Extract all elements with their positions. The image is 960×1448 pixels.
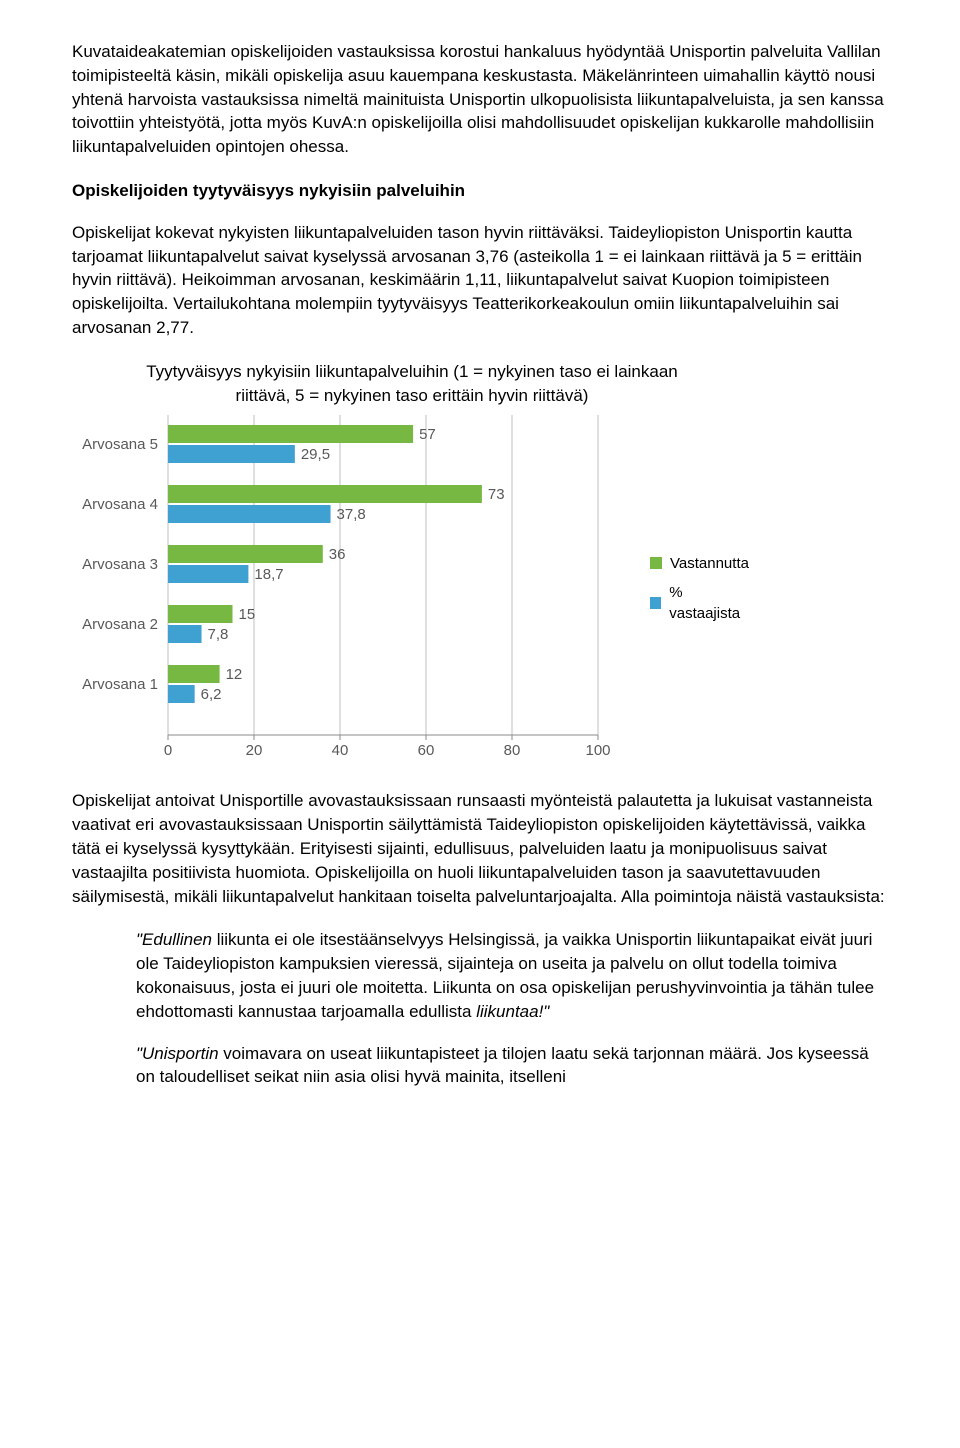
svg-text:40: 40 bbox=[332, 742, 349, 759]
svg-text:57: 57 bbox=[419, 426, 436, 443]
quote-2: "Unisportin voimavara on useat liikuntap… bbox=[136, 1042, 888, 1090]
svg-text:18,7: 18,7 bbox=[254, 566, 283, 583]
satisfaction-chart: Tyytyväisyys nykyisiin liikuntapalveluih… bbox=[72, 360, 752, 762]
chart-plot: 0 20 40 60 80 100 Arvosana 5 57 29,5 Arvosana 4 73… bbox=[72, 415, 638, 761]
quote-run: "Unisportin bbox=[136, 1044, 219, 1063]
svg-text:100: 100 bbox=[585, 742, 610, 759]
svg-text:Arvosana 5: Arvosana 5 bbox=[82, 436, 158, 453]
quote-1: "Edullinen liikunta ei ole itsestäänselv… bbox=[136, 928, 888, 1023]
svg-text:Arvosana 1: Arvosana 1 bbox=[82, 676, 158, 693]
paragraph-3: Opiskelijat antoivat Unisportille avovas… bbox=[72, 789, 888, 908]
svg-text:80: 80 bbox=[504, 742, 521, 759]
legend-swatch bbox=[650, 557, 662, 569]
quote-run: liikuntaa!" bbox=[476, 1002, 549, 1021]
svg-text:Arvosana 4: Arvosana 4 bbox=[82, 496, 158, 513]
svg-text:60: 60 bbox=[418, 742, 435, 759]
svg-text:Arvosana 3: Arvosana 3 bbox=[82, 556, 158, 573]
paragraph-1: Kuvataideakatemian opiskelijoiden vastau… bbox=[72, 40, 888, 159]
quote-run: voimavara on useat liikuntapisteet ja ti… bbox=[136, 1044, 869, 1087]
page: Kuvataideakatemian opiskelijoiden vastau… bbox=[0, 0, 960, 1448]
legend-item: Vastannutta bbox=[650, 553, 752, 574]
legend-label: % vastaajista bbox=[669, 582, 752, 624]
chart-body: 0 20 40 60 80 100 Arvosana 5 57 29,5 Arvosana 4 73… bbox=[72, 415, 752, 761]
svg-text:6,2: 6,2 bbox=[201, 686, 222, 703]
svg-text:Arvosana 2: Arvosana 2 bbox=[82, 616, 158, 633]
svg-text:7,8: 7,8 bbox=[208, 626, 229, 643]
chart-title: Tyytyväisyys nykyisiin liikuntapalveluih… bbox=[132, 360, 692, 408]
legend-item: % vastaajista bbox=[650, 582, 752, 624]
svg-text:15: 15 bbox=[239, 606, 256, 623]
svg-text:37,8: 37,8 bbox=[337, 506, 366, 523]
svg-text:29,5: 29,5 bbox=[301, 446, 330, 463]
svg-text:20: 20 bbox=[246, 742, 263, 759]
section-heading: Opiskelijoiden tyytyväisyys nykyisiin pa… bbox=[72, 179, 888, 203]
chart-legend: Vastannutta % vastaajista bbox=[638, 415, 752, 761]
legend-label: Vastannutta bbox=[670, 553, 749, 574]
svg-text:12: 12 bbox=[226, 666, 243, 683]
legend-swatch bbox=[650, 597, 661, 609]
paragraph-2: Opiskelijat kokevat nykyisten liikuntapa… bbox=[72, 221, 888, 340]
quote-run: "Edullinen bbox=[136, 930, 212, 949]
svg-text:0: 0 bbox=[164, 742, 172, 759]
svg-text:36: 36 bbox=[329, 546, 346, 563]
svg-text:73: 73 bbox=[488, 486, 505, 503]
